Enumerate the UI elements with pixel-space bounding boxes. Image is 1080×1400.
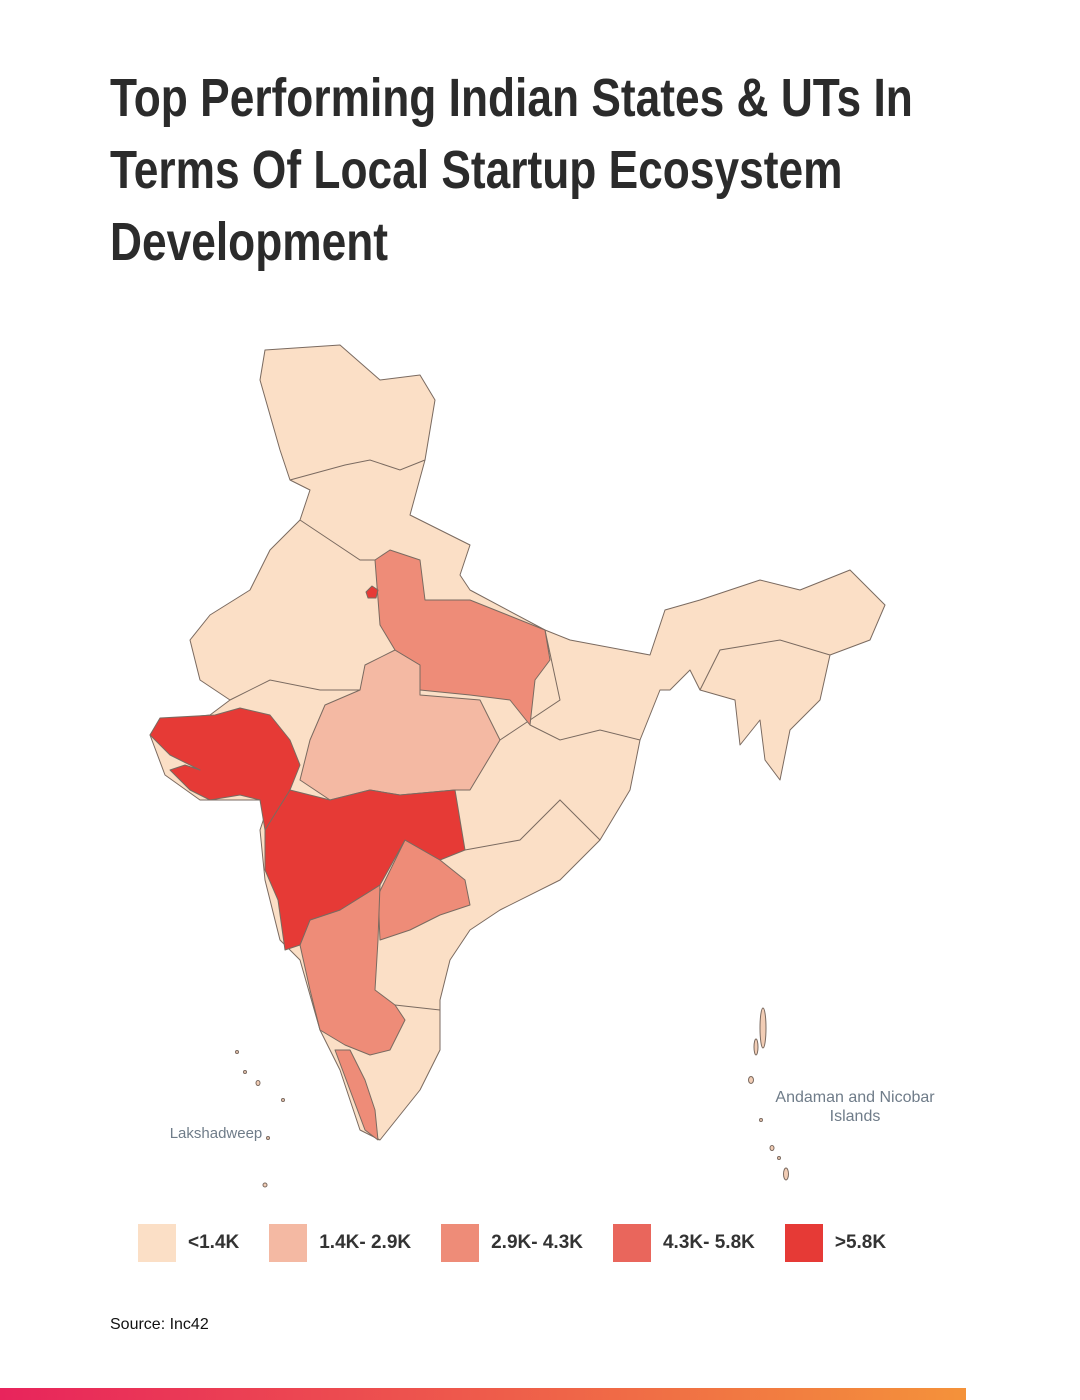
legend-swatch xyxy=(269,1224,308,1262)
island-label-wrap: Andaman and Nicobar Islands xyxy=(775,1089,935,1125)
island-label: Lakshadweep xyxy=(170,1125,263,1142)
legend-item: 2.9K- 4.3K xyxy=(441,1224,583,1262)
legend-item: <1.4K xyxy=(138,1224,239,1262)
legend-label: 2.9K- 4.3K xyxy=(491,1232,583,1253)
legend-swatch xyxy=(441,1224,480,1262)
footer-bar xyxy=(0,1388,966,1400)
title: Top Performing Indian States & UTs In Te… xyxy=(110,68,913,272)
legend-item: 4.3K- 5.8K xyxy=(612,1224,755,1262)
state-delhi xyxy=(365,585,379,599)
state-border xyxy=(299,519,375,561)
state-border xyxy=(229,679,360,701)
state-border xyxy=(464,799,601,851)
state-kerala xyxy=(334,1049,379,1141)
legend-label: <1.4K xyxy=(188,1232,240,1253)
legend-item: 1.4K- 2.9K xyxy=(269,1224,411,1262)
legend-item: >5.8K xyxy=(784,1224,887,1262)
india-map: Lakshadweep Andaman and Nicobar Islands xyxy=(149,344,935,1188)
island-label: Andaman and Nicobar Islands xyxy=(775,1089,935,1125)
state-uttar-pradesh xyxy=(374,549,551,726)
legend-label: >5.8K xyxy=(834,1232,887,1253)
state-border xyxy=(529,724,641,741)
legend-swatch xyxy=(612,1224,651,1262)
state-border xyxy=(699,639,831,691)
state-border xyxy=(394,1004,441,1011)
state-maharashtra xyxy=(264,789,466,951)
state-border xyxy=(289,459,426,481)
legend-swatch xyxy=(784,1224,823,1262)
legend: <1.4K 1.4K- 2.9K 2.9K- 4.3K 4.3K- 5.8K >5.8K xyxy=(138,1224,916,1262)
state-border xyxy=(499,629,561,741)
legend-label: 1.4K- 2.9K xyxy=(319,1232,412,1253)
source: Source: Inc42 xyxy=(110,1316,209,1333)
legend-label: 4.3K- 5.8K xyxy=(662,1232,755,1253)
islands xyxy=(235,1007,789,1188)
legend-swatch xyxy=(138,1224,176,1262)
